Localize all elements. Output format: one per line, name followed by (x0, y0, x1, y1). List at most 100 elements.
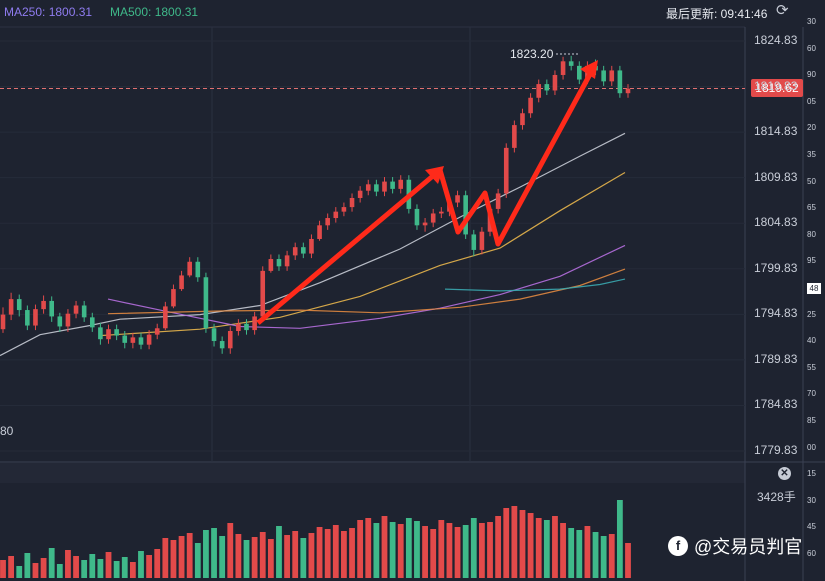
volume-bar (154, 549, 161, 578)
volume-bar (251, 537, 258, 578)
candle-body (227, 331, 233, 349)
candle-body (195, 261, 201, 278)
candle-body (398, 179, 404, 189)
volume-bar (243, 540, 250, 578)
volume-bar (365, 518, 372, 578)
candle-body (479, 231, 485, 250)
volume-bar (97, 559, 104, 578)
volume-bar (276, 526, 282, 578)
volume-bar (341, 531, 347, 578)
refresh-icon[interactable]: ⟳ (776, 2, 789, 19)
candle-body (57, 316, 63, 327)
volume-bar (349, 528, 355, 578)
volume-bar (73, 556, 79, 578)
candle-body (520, 113, 525, 126)
ma-line-yellow (99, 171, 626, 337)
trend-arrow-head (425, 166, 444, 184)
volume-bar (162, 538, 169, 578)
volume-bar (503, 508, 510, 578)
candle-body (146, 334, 152, 345)
volume-bar (487, 522, 493, 578)
candle-body (73, 305, 79, 314)
price-axis-tick: 1824.83 (754, 33, 798, 47)
candle-body (374, 184, 379, 192)
volume-bar (438, 520, 445, 578)
candle-body (341, 207, 347, 212)
ma-line-purple (107, 244, 626, 329)
secondary-axis-tick: 20 (807, 123, 816, 133)
candle-body (276, 259, 282, 267)
volume-bar (543, 520, 550, 578)
candle-body (617, 70, 623, 94)
candle-body (325, 218, 330, 226)
volume-bar (0, 560, 6, 578)
volume-bar (373, 523, 380, 578)
volume-bar (284, 535, 290, 578)
candle-body (495, 193, 501, 209)
candle-body (236, 323, 241, 332)
candle-body (187, 261, 192, 276)
candle-body (163, 306, 168, 329)
volume-bar (203, 530, 209, 578)
volume-bar (194, 543, 201, 578)
candle-body (252, 316, 257, 331)
secondary-axis-tick: 15 (807, 469, 816, 479)
volume-bar (495, 516, 502, 578)
volume-bar (422, 526, 428, 578)
candle-body (390, 181, 395, 189)
price-axis-tick: 1789.83 (754, 351, 798, 366)
volume-bar (292, 531, 299, 578)
close-volume-panel-icon[interactable]: ✕ (778, 467, 791, 480)
candle-body (138, 337, 144, 345)
volume-bar (105, 552, 112, 578)
volume-bar (568, 528, 575, 578)
candle-body (430, 213, 436, 223)
secondary-axis-tick: 05 (807, 96, 816, 106)
candle-body (512, 125, 517, 148)
candle-body (268, 259, 274, 271)
volume-bar (414, 521, 420, 578)
candle-body (219, 341, 225, 349)
secondary-axis-tick: 30 (807, 17, 816, 26)
left-axis-label: 80 (0, 424, 14, 438)
price-axis-tick: 1814.83 (754, 124, 798, 139)
candle-body (65, 313, 71, 327)
candle-body (382, 181, 387, 192)
candle-body (106, 329, 111, 340)
volume-bar (48, 548, 55, 578)
volume-bar (470, 518, 477, 578)
volume-bar (560, 523, 566, 578)
volume-bar (381, 516, 388, 578)
candle-body (609, 70, 615, 82)
secondary-axis-tick: 60 (807, 43, 816, 53)
volume-bars (0, 500, 631, 578)
candle-body (317, 225, 322, 239)
candle-body (463, 195, 468, 235)
volume-bar (625, 543, 631, 578)
candle-body (0, 314, 6, 330)
candle-body (536, 84, 542, 98)
ma250-label: MA250: 1800.31 (4, 5, 93, 19)
volume-bar (170, 540, 177, 578)
candle-body (203, 277, 209, 329)
current-price-tag: 1819.62 (751, 79, 803, 97)
volume-bar (405, 518, 412, 578)
volume-bar (113, 561, 120, 578)
secondary-axis-tick: 95 (807, 256, 816, 266)
candle-body (552, 74, 558, 91)
candle-body (601, 70, 606, 82)
volume-bar (308, 533, 315, 578)
volume-bar (535, 518, 542, 578)
candle-body (130, 337, 136, 343)
candle-body (503, 147, 509, 194)
price-axis-tick: 1819.83 (754, 78, 798, 93)
secondary-axis-tick: 00 (807, 442, 816, 452)
candle-body (284, 255, 290, 267)
candle-body (349, 197, 355, 208)
candle-body (471, 234, 477, 250)
secondary-axis-tick: 50 (807, 176, 816, 186)
secondary-axis-tick: 30 (807, 495, 816, 505)
